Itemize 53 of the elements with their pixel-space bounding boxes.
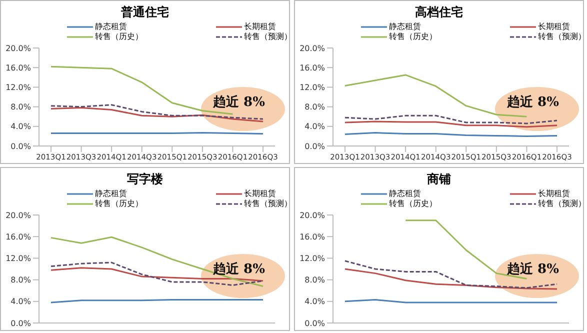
- y-tick-label: 16.0%: [6, 232, 32, 242]
- y-tick-label: 0.0%: [304, 142, 326, 151]
- chart-title: 普通住宅: [120, 4, 170, 20]
- y-tick-label: 20.0%: [6, 210, 32, 220]
- y-tick-label: 20.0%: [6, 44, 32, 53]
- legend-label: 静态租赁: [389, 189, 421, 199]
- y-tick-label: 4.0%: [10, 297, 32, 306]
- y-tick-label: 16.0%: [6, 63, 32, 72]
- y-tick-label: 8.0%: [10, 102, 32, 112]
- legend-label: 长期租赁: [244, 22, 276, 32]
- legend-label: 转售（历史）: [95, 32, 143, 42]
- annotation: 趋近 8%: [507, 261, 559, 278]
- y-tick-label: 0.0%: [10, 142, 32, 151]
- y-tick-label: 8.0%: [304, 276, 326, 285]
- y-tick-label: 8.0%: [304, 102, 326, 112]
- legend-label: 静态租赁: [95, 22, 127, 32]
- legend-label: 转售（预测）: [538, 199, 584, 209]
- line-series: [50, 262, 264, 286]
- y-tick-label: 4.0%: [304, 122, 326, 132]
- y-tick-label: 12.0%: [6, 83, 32, 92]
- y-tick-label: 4.0%: [304, 297, 326, 306]
- y-tick-label: 20.0%: [300, 44, 326, 53]
- line-series: [344, 260, 558, 289]
- legend-label: 转售（历史）: [389, 199, 437, 209]
- y-tick-label: 4.0%: [10, 122, 32, 132]
- legend-label: 转售（预测）: [244, 199, 290, 209]
- y-tick-label: 0.0%: [10, 318, 32, 328]
- line-series: [50, 107, 264, 122]
- chart-title: 写字楼: [126, 171, 164, 187]
- annotation: 趋近 8%: [507, 94, 559, 111]
- y-tick-label: 12.0%: [300, 254, 326, 264]
- chart-title: 商铺: [426, 171, 452, 187]
- legend-label: 长期租赁: [538, 22, 570, 32]
- y-tick-label: 0.0%: [304, 318, 326, 328]
- line-series: [50, 236, 264, 288]
- annotation: 趋近 8%: [213, 261, 265, 278]
- y-tick-label: 12.0%: [6, 254, 32, 264]
- y-tick-label: 8.0%: [10, 276, 32, 285]
- y-tick-label: 12.0%: [300, 83, 326, 92]
- legend-label: 转售（历史）: [389, 32, 437, 42]
- legend-label: 转售（预测）: [244, 32, 290, 42]
- annotation: 趋近 8%: [213, 94, 265, 111]
- legend-label: 静态租赁: [95, 189, 127, 199]
- legend-label: 长期租赁: [538, 189, 570, 199]
- chart-title: 高档住宅: [414, 4, 464, 20]
- line-series: [344, 114, 558, 124]
- y-tick-label: 20.0%: [300, 210, 326, 220]
- legend-label: 转售（历史）: [95, 199, 143, 209]
- y-tick-label: 16.0%: [300, 232, 326, 242]
- legend-label: 长期租赁: [244, 189, 276, 199]
- y-tick-label: 16.0%: [300, 63, 326, 72]
- legend-label: 静态租赁: [389, 22, 421, 32]
- legend-label: 转售（预测）: [538, 32, 584, 42]
